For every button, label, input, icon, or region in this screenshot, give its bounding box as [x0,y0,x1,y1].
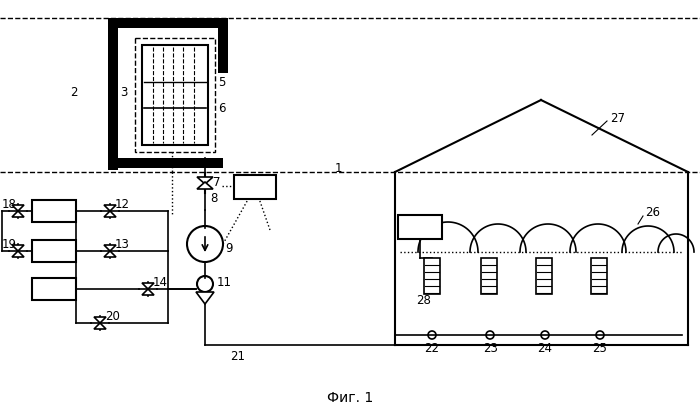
Text: 4: 4 [218,45,225,59]
Bar [481,258,497,294]
Text: 14: 14 [153,275,168,289]
Text: 20: 20 [105,309,120,323]
Polygon shape [104,251,116,257]
Polygon shape [12,251,24,257]
Text: 5: 5 [218,76,225,88]
Text: Фиг. 1: Фиг. 1 [327,391,373,405]
Text: 1: 1 [335,161,342,175]
Bar [32,240,76,262]
Text: 3: 3 [120,85,127,98]
Text: 8: 8 [210,192,218,204]
Polygon shape [104,211,116,217]
Bar [536,258,552,294]
Text: 7: 7 [213,176,220,188]
Text: 11: 11 [217,275,232,289]
Text: 21: 21 [230,349,245,363]
Bar [234,175,276,199]
Text: 16: 16 [45,244,60,257]
Polygon shape [94,317,106,323]
Text: 9: 9 [225,242,232,254]
Polygon shape [196,292,214,304]
Polygon shape [197,182,213,189]
Bar [591,258,607,294]
Text: 18: 18 [2,197,17,211]
Bar [108,18,228,28]
Text: 12: 12 [115,197,130,211]
Text: 29: 29 [412,221,427,233]
Text: 27: 27 [610,112,625,124]
Text: 15: 15 [45,204,60,218]
Bar [108,22,118,170]
Polygon shape [142,283,154,289]
Bar [142,45,208,145]
Bar [218,18,228,73]
Text: 13: 13 [115,237,130,251]
Text: 25: 25 [592,342,607,354]
Bar [32,278,76,300]
Bar [108,158,223,168]
Text: 28: 28 [416,294,431,306]
Bar [135,38,215,152]
Text: 19: 19 [2,237,17,251]
Text: 6: 6 [218,102,225,114]
Polygon shape [104,205,116,211]
Bar [32,200,76,222]
Text: 17: 17 [45,282,60,295]
Polygon shape [142,289,154,295]
Polygon shape [104,245,116,251]
Text: 2: 2 [70,85,78,98]
Polygon shape [12,245,24,251]
Text: 24: 24 [537,342,552,354]
Text: 23: 23 [483,342,498,354]
Text: 10: 10 [247,180,262,194]
Polygon shape [12,205,24,211]
Bar [424,258,440,294]
Text: 26: 26 [645,206,660,219]
Bar [398,215,442,239]
Polygon shape [12,211,24,217]
Text: 22: 22 [424,342,439,354]
Polygon shape [94,323,106,329]
Polygon shape [197,177,213,184]
